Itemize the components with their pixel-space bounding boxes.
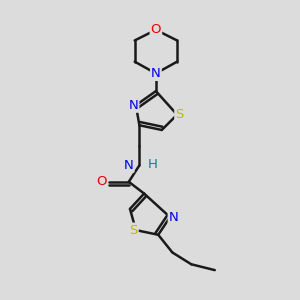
Text: S: S [129, 224, 138, 237]
Text: N: N [151, 67, 161, 80]
Text: N: N [169, 211, 178, 224]
Text: N: N [124, 159, 134, 172]
Text: O: O [97, 175, 107, 188]
Text: N: N [129, 99, 138, 112]
Text: H: H [148, 158, 158, 171]
Text: S: S [175, 108, 184, 121]
Text: O: O [151, 23, 161, 36]
